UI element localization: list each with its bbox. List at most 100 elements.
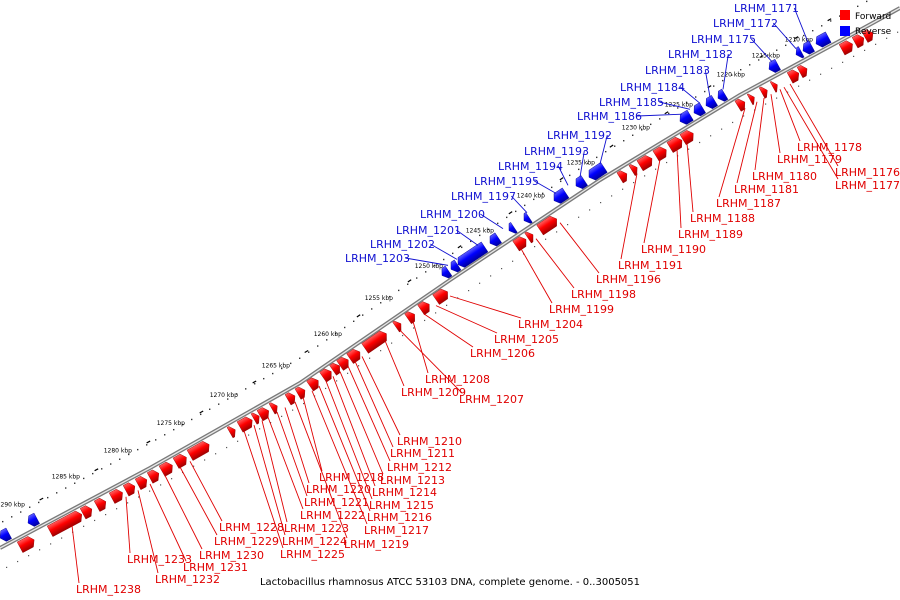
forward-gene-label[interactable]: LRHM_1178 [797,141,862,154]
reverse-gene-label[interactable]: LRHM_1183 [645,64,710,77]
forward-gene-label[interactable]: LRHM_1179 [777,153,842,166]
forward-gene-block[interactable] [226,424,238,439]
forward-gene-label[interactable]: LRHM_1199 [549,303,614,316]
reverse-gene-label[interactable]: LRHM_1171 [734,2,799,15]
forward-gene-label[interactable]: LRHM_1187 [716,197,781,210]
forward-gene-block[interactable] [329,361,343,376]
forward-gene-block[interactable] [284,391,298,406]
forward-gene-label[interactable]: LRHM_1222 [300,509,365,522]
forward-gene-block[interactable] [734,97,748,112]
reverse-gene-block[interactable] [487,232,502,249]
forward-gene-label[interactable]: LRHM_1220 [306,483,371,496]
reverse-gene-block[interactable] [677,109,694,126]
reverse-gene-label[interactable]: LRHM_1195 [474,175,539,188]
forward-gene-block[interactable] [336,355,352,371]
forward-gene-block[interactable] [861,28,876,43]
reverse-gene-block[interactable] [703,95,718,110]
forward-gene-label[interactable]: LRHM_1196 [596,273,661,286]
reverse-gene-block[interactable] [439,265,453,280]
forward-gene-label[interactable]: LRHM_1188 [690,212,755,225]
forward-gene-label[interactable]: LRHM_1225 [280,548,345,561]
forward-gene-block[interactable] [536,214,560,236]
reverse-gene-label[interactable]: LRHM_1184 [620,81,685,94]
forward-gene-block[interactable] [512,234,530,252]
forward-gene-block[interactable] [628,162,640,176]
forward-gene-block[interactable] [786,68,802,84]
reverse-gene-block[interactable] [715,88,729,103]
forward-gene-block[interactable] [146,468,161,484]
forward-gene-label[interactable]: LRHM_1180 [752,170,817,183]
forward-gene-block[interactable] [46,509,84,537]
reverse-gene-label[interactable]: LRHM_1194 [498,160,563,173]
reverse-gene-block[interactable] [813,31,832,49]
forward-gene-block[interactable] [134,474,149,490]
forward-gene-label[interactable]: LRHM_1181 [734,183,799,196]
forward-gene-label[interactable]: LRHM_1212 [387,461,452,474]
forward-gene-label[interactable]: LRHM_1207 [459,393,524,406]
forward-gene-label[interactable]: LRHM_1213 [380,474,445,487]
forward-gene-label[interactable]: LRHM_1177 [835,179,900,192]
reverse-gene-label[interactable]: LRHM_1201 [396,224,461,237]
forward-gene-label[interactable]: LRHM_1191 [618,259,683,272]
forward-gene-block[interactable] [361,329,390,354]
reverse-gene-label[interactable]: LRHM_1175 [691,33,756,46]
forward-gene-block[interactable] [769,79,780,93]
forward-gene-label[interactable]: LRHM_1210 [397,435,462,448]
forward-gene-label[interactable]: LRHM_1208 [425,373,490,386]
forward-gene-block[interactable] [172,452,189,469]
forward-gene-label[interactable]: LRHM_1231 [183,561,248,574]
reverse-gene-block[interactable] [25,512,40,528]
forward-gene-block[interactable] [79,504,94,520]
forward-gene-block[interactable] [236,415,255,433]
forward-gene-block[interactable] [392,319,405,333]
forward-gene-label[interactable]: LRHM_1217 [364,524,429,537]
reverse-gene-label[interactable]: LRHM_1185 [599,96,664,109]
forward-gene-label[interactable]: LRHM_1205 [494,333,559,346]
reverse-gene-label[interactable]: LRHM_1182 [668,48,733,61]
forward-gene-label[interactable]: LRHM_1219 [344,538,409,551]
reverse-gene-block[interactable] [691,102,706,118]
forward-gene-label[interactable]: LRHM_1221 [304,496,369,509]
reverse-gene-block[interactable] [586,162,608,182]
forward-gene-block[interactable] [679,128,696,146]
forward-gene-label[interactable]: LRHM_1211 [390,447,455,460]
forward-gene-block[interactable] [746,92,757,106]
forward-gene-label[interactable]: LRHM_1189 [678,228,743,241]
forward-gene-block[interactable] [524,230,537,244]
forward-gene-label[interactable]: LRHM_1238 [76,583,141,596]
forward-gene-label[interactable]: LRHM_1224 [282,535,347,548]
reverse-gene-block[interactable] [448,259,462,274]
forward-gene-block[interactable] [666,135,685,153]
reverse-gene-label[interactable]: LRHM_1197 [451,190,516,203]
forward-gene-block[interactable] [758,85,770,99]
reverse-gene-label[interactable]: LRHM_1192 [547,129,612,142]
forward-gene-label[interactable]: LRHM_1209 [401,386,466,399]
forward-gene-block[interactable] [108,487,125,504]
forward-gene-label[interactable]: LRHM_1206 [470,347,535,360]
forward-gene-block[interactable] [652,145,669,162]
reverse-gene-block[interactable] [521,212,533,225]
reverse-gene-label[interactable]: LRHM_1200 [420,208,485,221]
reverse-gene-label[interactable]: LRHM_1193 [524,145,589,158]
reverse-gene-label[interactable]: LRHM_1202 [370,238,435,251]
forward-gene-label[interactable]: LRHM_1233 [127,553,192,566]
forward-gene-block[interactable] [256,406,272,422]
forward-gene-label[interactable]: LRHM_1214 [372,486,437,499]
forward-gene-block[interactable] [432,287,451,305]
forward-gene-block[interactable] [796,63,810,79]
reverse-gene-block[interactable] [793,46,805,60]
reverse-gene-label[interactable]: LRHM_1203 [345,252,410,265]
forward-gene-label[interactable]: LRHM_1198 [571,288,636,301]
forward-gene-label[interactable]: LRHM_1216 [367,511,432,524]
forward-gene-block[interactable] [122,481,137,497]
forward-gene-block[interactable] [838,39,855,56]
forward-gene-block[interactable] [294,385,308,400]
forward-gene-label[interactable]: LRHM_1232 [155,573,220,586]
forward-gene-label[interactable]: LRHM_1218 [319,471,384,484]
forward-gene-block[interactable] [346,347,364,364]
reverse-gene-block[interactable] [551,187,570,206]
forward-gene-label[interactable]: LRHM_1229 [214,535,279,548]
forward-gene-block[interactable] [636,153,655,172]
forward-gene-block[interactable] [158,460,175,477]
forward-gene-block[interactable] [186,439,212,461]
